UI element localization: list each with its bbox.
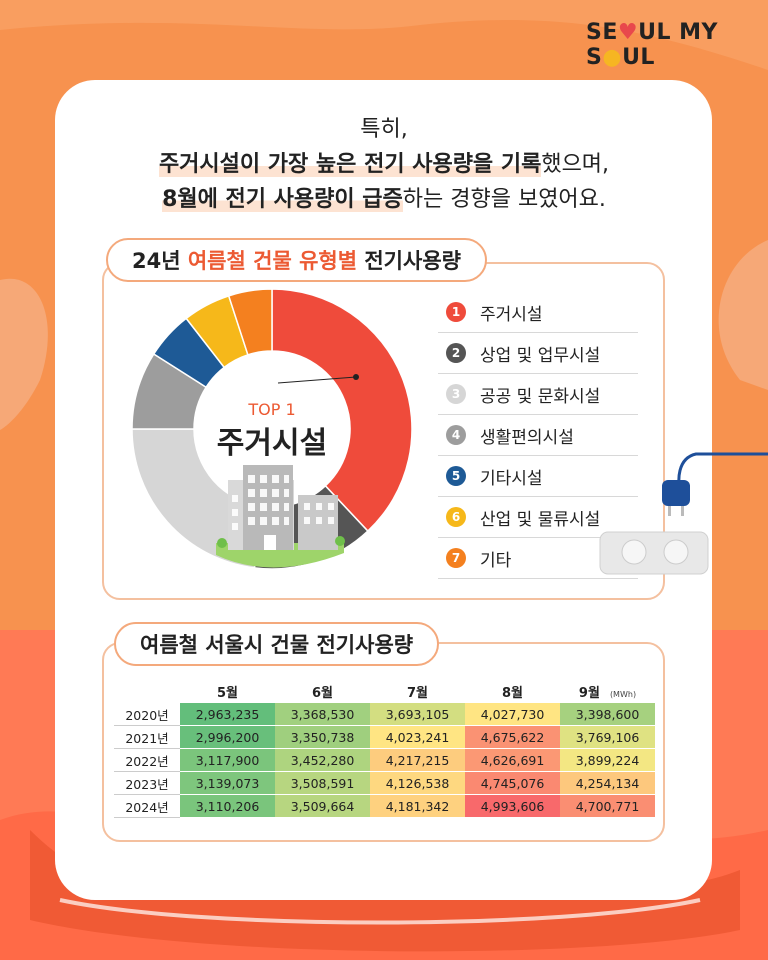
legend-number-badge: 1: [446, 302, 466, 322]
table-cell: 3,693,105: [370, 703, 465, 726]
column-label: 8월: [501, 685, 523, 701]
intro-line-3-rest: 하는 경향을 보였어요.: [402, 187, 606, 212]
table-row: 2020년 2,963,235 3,368,530 3,693,105 4,027,73…: [114, 703, 655, 726]
legend-label: 산업 및 물류시설: [480, 509, 601, 530]
legend-number-badge: 3: [446, 384, 466, 404]
intro-line-3: 8월에 전기 사용량이 급증하는 경향을 보였어요.: [0, 182, 768, 217]
table-cell: 3,398,600: [560, 703, 655, 726]
table-cell: 2,996,200: [180, 725, 275, 749]
table-column-header: 7월: [370, 680, 465, 703]
section1-title: 24년 여름철 건물 유형별 전기사용량: [106, 238, 487, 282]
legend-number-badge: 2: [446, 343, 466, 363]
chart-legend: 1 주거시설 2 상업 및 업무시설 3 공공 및 문화시설 4 생활편의시설 5 기타시설 6 산업…: [438, 292, 638, 579]
table-cell: 4,993,606: [465, 794, 560, 818]
column-label: 7월: [406, 685, 428, 701]
logo-text-2: UL MY S: [586, 20, 718, 70]
buildings-illustration: [216, 465, 345, 568]
legend-label: 상업 및 업무시설: [480, 345, 601, 366]
table-cell: 3,110,206: [180, 794, 275, 818]
table-cell: 4,023,241: [370, 725, 465, 749]
table-cell: 2,963,235: [180, 703, 275, 726]
table-column-header: 6월: [275, 680, 370, 703]
table-cell: 4,027,730: [465, 703, 560, 726]
table-cell: 4,675,622: [465, 725, 560, 749]
table-cell: 4,700,771: [560, 794, 655, 818]
intro-highlight-2: 8월에 전기 사용량이 급증: [162, 187, 403, 212]
section2-title: 여름철 서울시 건물 전기사용량: [114, 622, 440, 666]
legend-number-badge: 5: [446, 466, 466, 486]
column-label: 5월: [216, 685, 238, 701]
logo-heart: ♥: [617, 20, 639, 45]
table-cell: 3,899,224: [560, 748, 655, 772]
legend-label: 공공 및 문화시설: [480, 386, 601, 407]
table-cell: 4,217,215: [370, 748, 465, 772]
table-cell: 3,368,530: [275, 703, 370, 726]
intro-text: 특히, 주거시설이 가장 높은 전기 사용량을 기록했으며, 8월에 전기 사용…: [0, 112, 768, 217]
table-cell: 3,350,738: [275, 725, 370, 749]
legend-number-badge: 7: [446, 548, 466, 568]
donut-slice-7: [227, 288, 273, 356]
top-name-label: 주거시설: [217, 426, 327, 461]
row-year-label: 2022년: [114, 748, 180, 772]
legend-item: 7 기타: [438, 538, 638, 579]
unit-label: (MWh): [609, 689, 637, 699]
table-cell: 4,181,342: [370, 794, 465, 818]
logo-bulb: ●: [602, 45, 623, 70]
legend-item: 2 상업 및 업무시설: [438, 333, 638, 374]
legend-label: 생활편의시설: [480, 427, 574, 448]
row-year-label: 2020년: [114, 703, 180, 726]
table-cell: 3,452,280: [275, 748, 370, 772]
section1-title-b: 여름철 건물 유형별: [187, 249, 358, 273]
table-cell: 3,509,664: [275, 794, 370, 818]
legend-label: 기타: [480, 550, 512, 571]
row-year-label: 2023년: [114, 771, 180, 795]
power-plug-illustration: [599, 452, 768, 575]
legend-number-badge: 6: [446, 507, 466, 527]
table-column-header: 9월 (MWh): [560, 680, 655, 703]
intro-highlight-1: 주거시설이 가장 높은 전기 사용량을 기록: [158, 152, 542, 177]
legend-item: 3 공공 및 문화시설: [438, 374, 638, 415]
row-year-label: 2024년: [114, 794, 180, 818]
table-row: 2024년 3,110,206 3,509,664 4,181,342 4,993,60…: [114, 794, 655, 818]
table-column-header: 5월: [180, 680, 275, 703]
intro-line-1: 특히,: [360, 117, 408, 142]
table-cell: 4,626,691: [465, 748, 560, 772]
table-row: 2021년 2,996,200 3,350,738 4,023,241 4,675,62…: [114, 725, 655, 749]
column-label: 6월: [311, 685, 333, 701]
logo-text-3: UL: [622, 45, 655, 70]
top-rank-label: TOP 1: [247, 400, 295, 419]
logo-text-1: SE: [586, 20, 618, 45]
section1-title-c: 전기사용량: [357, 249, 461, 273]
row-year-label: 2021년: [114, 725, 180, 749]
legend-label: 기타시설: [480, 468, 543, 489]
table-cell: 4,745,076: [465, 771, 560, 795]
table-row: 2022년 3,117,900 3,452,280 4,217,215 4,626,69…: [114, 748, 655, 772]
table-cell: 3,117,900: [180, 748, 275, 772]
donut-hole: [195, 352, 349, 506]
legend-item: 6 산업 및 물류시설: [438, 497, 638, 538]
legend-item: 1 주거시설: [438, 292, 638, 333]
table-cell: 4,126,538: [370, 771, 465, 795]
donut-chart: TOP 1 주거시설: [131, 288, 413, 570]
table-corner: [114, 680, 180, 703]
seoul-my-soul-logo: SE♥UL MY S●UL: [586, 20, 768, 70]
donut-slice-1: [271, 288, 413, 533]
table-column-header: 8월: [465, 680, 560, 703]
usage-table: 5월 6월 7월 8월 9월 (MWh) 2020년 2,963,235 3,368,530 3…: [114, 680, 655, 818]
table-cell: 4,254,134: [560, 771, 655, 795]
intro-line-2: 주거시설이 가장 높은 전기 사용량을 기록했으며,: [0, 147, 768, 182]
table-cell: 3,139,073: [180, 771, 275, 795]
column-label: 9월: [578, 685, 600, 701]
table-row: 2023년 3,139,073 3,508,591 4,126,538 4,745,07…: [114, 771, 655, 795]
table-cell: 3,769,106: [560, 725, 655, 749]
legend-item: 5 기타시설: [438, 456, 638, 497]
legend-item: 4 생활편의시설: [438, 415, 638, 456]
legend-number-badge: 4: [446, 425, 466, 445]
section1-title-a: 24년: [132, 249, 188, 273]
legend-label: 주거시설: [480, 304, 543, 325]
intro-line-2-rest: 했으며,: [541, 152, 610, 177]
table-cell: 3,508,591: [275, 771, 370, 795]
